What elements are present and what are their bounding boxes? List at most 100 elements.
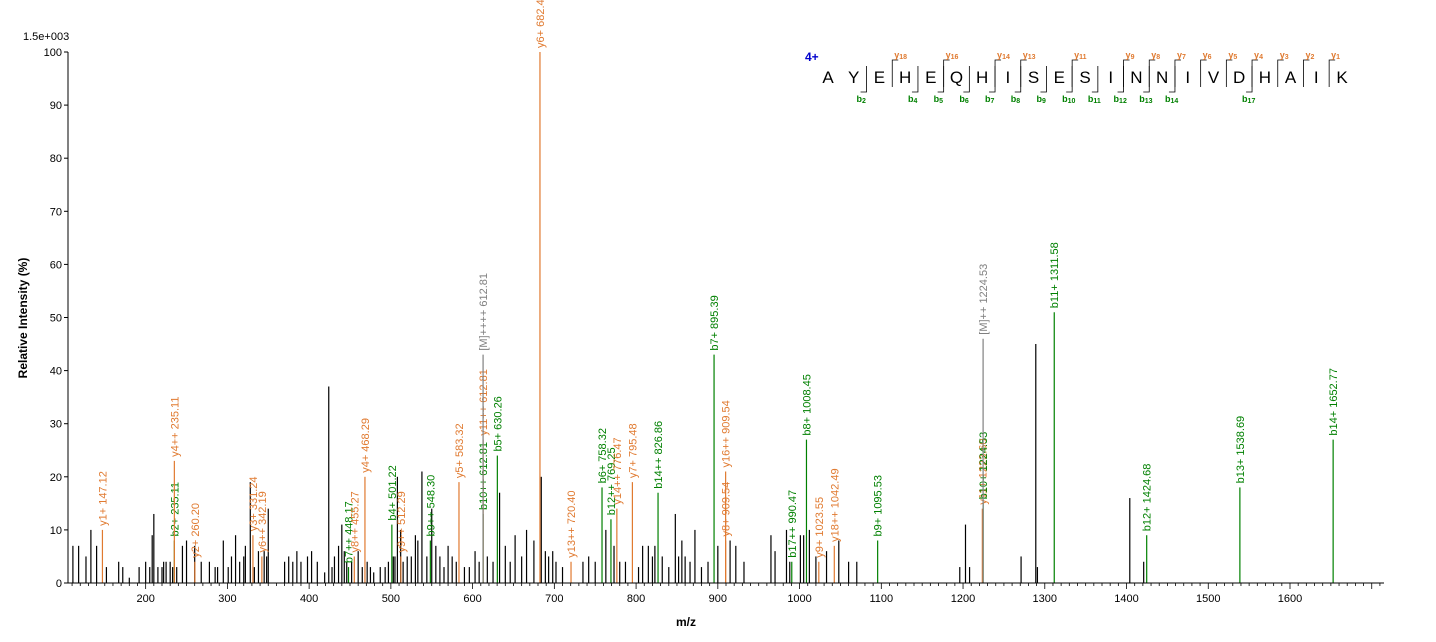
b-ion-label: b8 bbox=[1011, 94, 1021, 105]
peak-label: y18++ 1042.49 bbox=[829, 468, 841, 541]
peak-label: b10+ 1224.53 bbox=[978, 432, 990, 500]
sequence-residue: H bbox=[899, 68, 911, 87]
b-ion-label: b6 bbox=[959, 94, 969, 105]
peak-label: y8+ 909.54 bbox=[721, 482, 733, 537]
x-tick-label: 900 bbox=[709, 593, 727, 605]
peak-label: b7+ 895.39 bbox=[709, 295, 721, 350]
sequence-residue: Q bbox=[950, 68, 963, 87]
peak-label: y13++ 720.40 bbox=[566, 490, 578, 557]
peak-label: b14++ 826.86 bbox=[653, 421, 665, 489]
peak-label: y5+ 583.32 bbox=[454, 423, 466, 478]
peak-label: y16++ 909.54 bbox=[721, 400, 733, 467]
b-ion-bracket bbox=[860, 66, 867, 93]
sequence-residue: H bbox=[976, 68, 988, 87]
unlabeled-peaks bbox=[72, 344, 1145, 583]
y-ion-label: y7 bbox=[1177, 50, 1186, 61]
y-ion-label: y6 bbox=[1203, 50, 1212, 61]
sequence-residue: E bbox=[1054, 68, 1065, 87]
y-tick-label: 70 bbox=[50, 206, 62, 218]
b-ion-bracket bbox=[1168, 66, 1176, 93]
sequence-residue: K bbox=[1336, 68, 1348, 87]
y-tick-label: 60 bbox=[50, 259, 62, 271]
y-tick-label: 30 bbox=[50, 419, 62, 431]
y-ion-label: y2 bbox=[1305, 50, 1314, 61]
x-axis-title: m/z bbox=[676, 615, 696, 629]
b-ion-bracket bbox=[1014, 66, 1022, 93]
peak-label: y14++ 776.47 bbox=[612, 437, 624, 504]
b-ion-bracket bbox=[1143, 66, 1150, 93]
sequence-residue: A bbox=[822, 68, 834, 87]
y-ion-label: y13 bbox=[1023, 50, 1036, 61]
b-ion-bracket bbox=[911, 66, 919, 93]
y-ion-label: y16 bbox=[946, 50, 959, 61]
y-tick-label: 50 bbox=[50, 313, 62, 325]
sequence-residue: D bbox=[1233, 68, 1245, 87]
y-ion-label: y11 bbox=[1074, 50, 1087, 61]
sequence-residue: H bbox=[1259, 68, 1271, 87]
b-ion-label: b11 bbox=[1088, 94, 1101, 105]
peak-label: b2+ 235.11 bbox=[169, 482, 181, 537]
peak-label: b5+ 630.26 bbox=[492, 396, 504, 451]
y-ion-bracket bbox=[1123, 59, 1130, 87]
b-ion-label: b13 bbox=[1139, 94, 1152, 105]
b-ion-bracket bbox=[1066, 66, 1073, 93]
peak-label: y9++ 512.29 bbox=[396, 491, 408, 552]
peak-label: b14+ 1652.77 bbox=[1328, 368, 1340, 436]
y-tick-label: 10 bbox=[50, 525, 62, 537]
peak-label: y2+ 260.20 bbox=[190, 503, 202, 558]
b-ion-label: b9 bbox=[1036, 94, 1046, 105]
peak-label: b11+ 1311.58 bbox=[1049, 242, 1061, 308]
y-ion-bracket bbox=[1148, 59, 1156, 87]
y-ion-bracket bbox=[1303, 59, 1310, 87]
sequence-residue: I bbox=[1108, 68, 1113, 87]
y-tick-label: 100 bbox=[44, 47, 62, 59]
y-ion-bracket bbox=[1225, 59, 1233, 87]
b-ion-bracket bbox=[963, 66, 970, 93]
peak-label: y6+ 682.40 bbox=[535, 0, 547, 48]
y-ion-bracket bbox=[943, 59, 950, 87]
sequence-residue: E bbox=[925, 68, 936, 87]
y-ion-bracket bbox=[1174, 59, 1181, 87]
y-axis-title: Relative Intensity (%) bbox=[16, 258, 30, 379]
y-ion-bracket bbox=[1200, 59, 1207, 87]
peak-label: y1+ 147.12 bbox=[97, 471, 109, 526]
b-ion-label: b14 bbox=[1165, 94, 1178, 105]
y-tick-label: 20 bbox=[50, 472, 62, 484]
sequence-residue: E bbox=[874, 68, 885, 87]
peak-label: b9++ 548.30 bbox=[425, 475, 437, 537]
peak-label: b12++ 769.25 bbox=[606, 447, 618, 515]
peak-label: [M]++++ 612.81 bbox=[478, 273, 490, 351]
b-ion-bracket bbox=[1040, 66, 1047, 93]
y-ion-label: y4 bbox=[1254, 50, 1263, 61]
y-ion-bracket bbox=[1277, 59, 1284, 87]
y-ion-bracket bbox=[891, 59, 899, 87]
y-ion-label: y9 bbox=[1126, 50, 1135, 61]
peak-label: b13+ 1538.69 bbox=[1235, 416, 1247, 484]
peak-label: y3+ 331.24 bbox=[248, 476, 260, 531]
b-ion-bracket bbox=[989, 66, 996, 93]
x-tick-label: 1000 bbox=[787, 593, 811, 605]
peak-label: y4+ 468.29 bbox=[360, 418, 372, 473]
y-tick-label: 40 bbox=[50, 366, 62, 378]
y-ion-label: y1 bbox=[1331, 50, 1340, 61]
x-tick-label: 400 bbox=[300, 593, 318, 605]
b-ion-bracket bbox=[1117, 66, 1124, 93]
sequence-residue: S bbox=[1079, 68, 1090, 87]
y-ion-label: y18 bbox=[894, 50, 907, 61]
sequence-residue: N bbox=[1130, 68, 1142, 87]
peak-label: b10++ 612.81 bbox=[478, 442, 490, 510]
y-ion-label: y8 bbox=[1151, 50, 1160, 61]
x-tick-label: 700 bbox=[545, 593, 563, 605]
x-tick-label: 800 bbox=[627, 593, 645, 605]
y-ion-label: y14 bbox=[997, 50, 1010, 61]
y-ion-label: y5 bbox=[1228, 50, 1237, 61]
b-ion-label: b17 bbox=[1242, 94, 1255, 105]
annotated-peaks: y1+ 147.12 b2+ 235.11 y4++ 235.11 y2+ 260.2… bbox=[97, 0, 1340, 583]
y-ion-bracket bbox=[1020, 59, 1027, 87]
b-ion-label: b4 bbox=[908, 94, 918, 105]
sequence-residue: Y bbox=[848, 68, 859, 87]
peak-label: b4+ 501.22 bbox=[387, 465, 399, 520]
peak-label: b9+ 1095.53 bbox=[873, 475, 885, 536]
y-ion-bracket bbox=[1071, 59, 1079, 87]
